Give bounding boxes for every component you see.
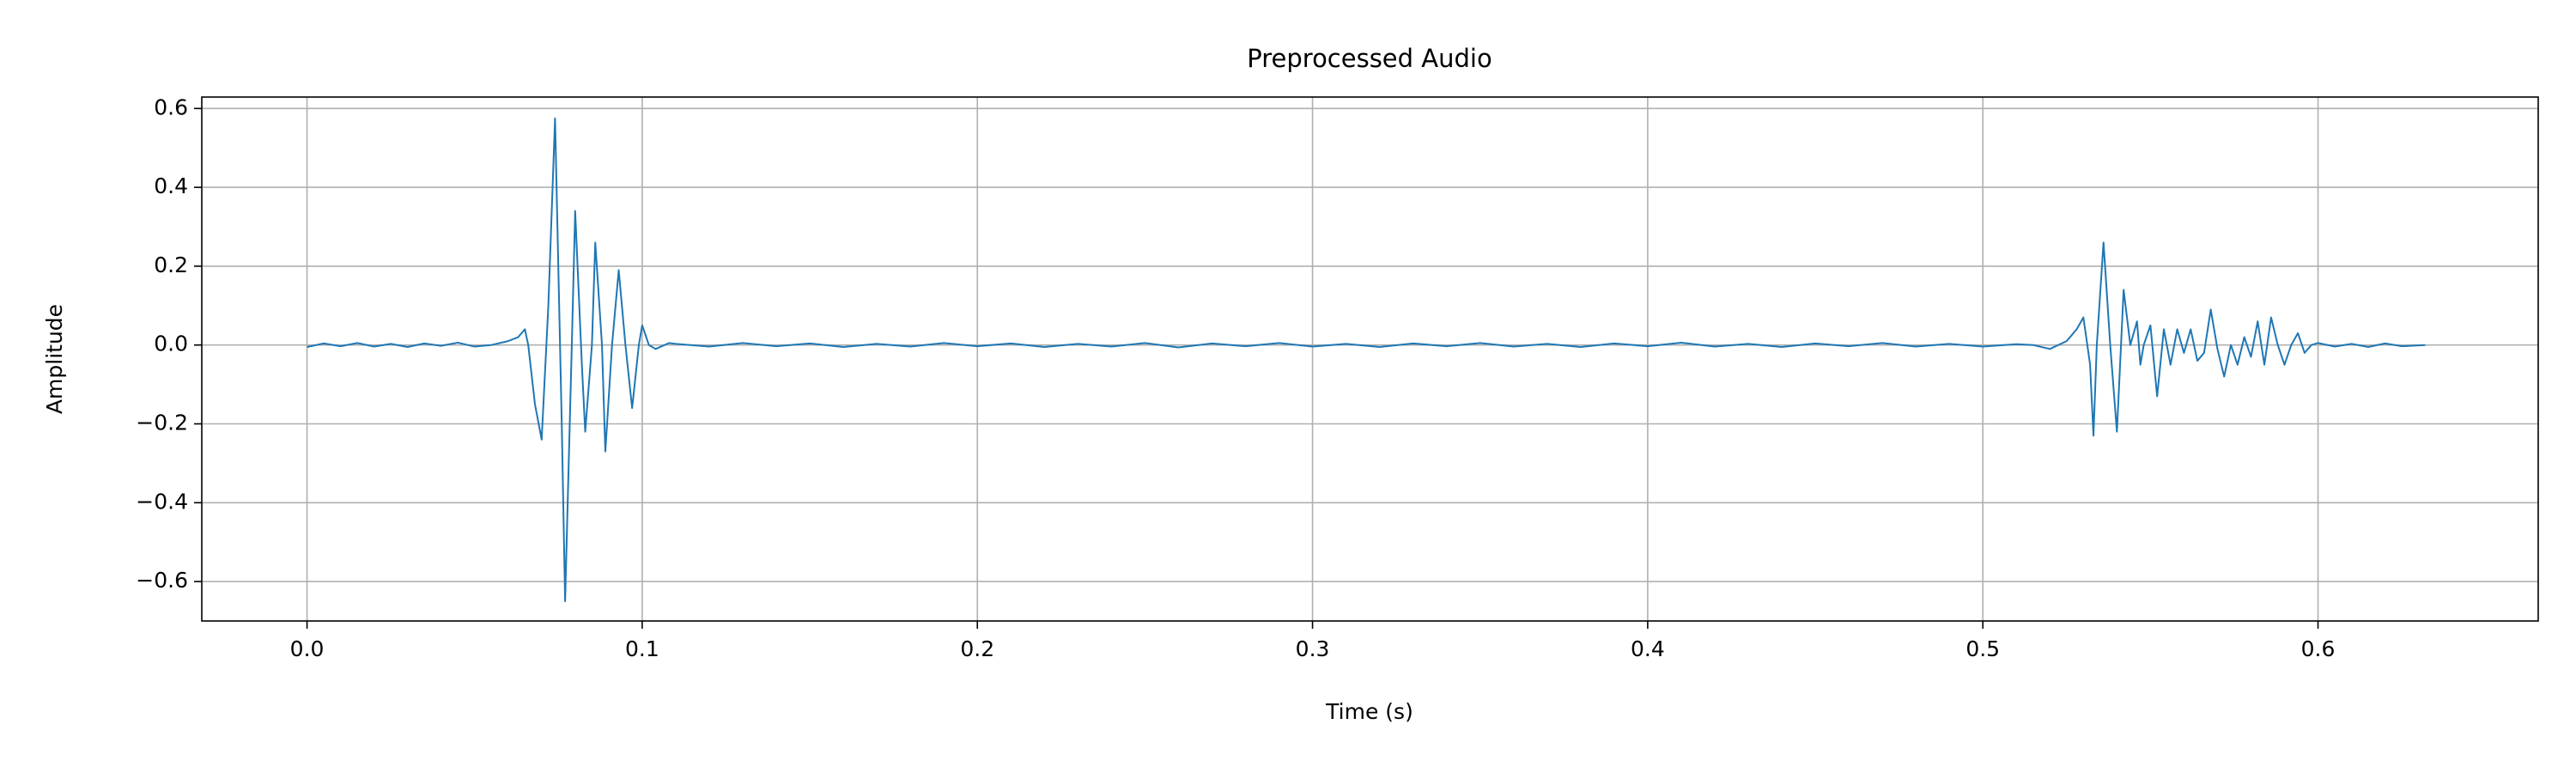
chart-title: Preprocessed Audio	[1247, 44, 1492, 73]
x-axis-label: Time (s)	[1325, 699, 1413, 724]
y-tick-label: 0.2	[154, 253, 188, 277]
x-tick-label: 0.4	[1631, 636, 1665, 661]
waveform-line	[307, 117, 2426, 603]
x-tick-label: 0.6	[2301, 636, 2336, 661]
x-tick-label: 0.1	[625, 636, 659, 661]
x-tick-label: 0.3	[1296, 636, 1330, 661]
y-tick-label: −0.4	[136, 489, 188, 514]
x-tick-label: 0.2	[960, 636, 994, 661]
y-tick-label: −0.2	[136, 411, 188, 435]
plot-frame	[201, 96, 2539, 622]
y-tick-label: 0.4	[154, 173, 188, 198]
y-axis-label: Amplitude	[42, 304, 67, 414]
x-tick-label: 0.0	[290, 636, 325, 661]
y-tick-label: 0.0	[154, 332, 188, 356]
y-tick-label: −0.6	[136, 568, 188, 593]
x-tick-label: 0.5	[1965, 636, 2000, 661]
y-tick-label: 0.6	[154, 94, 188, 119]
